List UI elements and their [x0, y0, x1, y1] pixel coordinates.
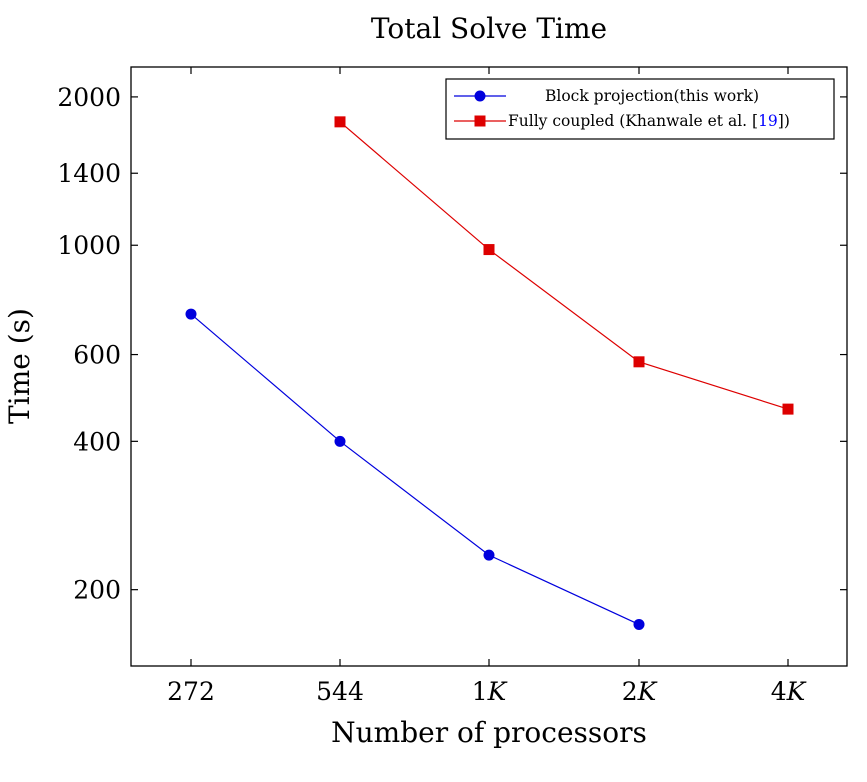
x-axis: 272 544 1K 2K 4K: [167, 67, 807, 706]
legend-label-fully-coupled-prefix: Fully coupled (Khanwale et al. [: [508, 112, 758, 130]
series-layer: [185, 116, 794, 630]
x-tick-label: 544: [316, 677, 364, 706]
legend-box: [445, 78, 835, 140]
plot-area: [130, 66, 848, 667]
series-line-fully-coupled: [339, 121, 789, 410]
chart-title: Total Solve Time: [371, 12, 607, 45]
data-point-fully-coupled: [782, 403, 794, 415]
data-point-fully-coupled: [483, 244, 495, 256]
legend-marker-fully-coupled: [474, 115, 486, 127]
x-tick-label: 2K: [622, 677, 658, 706]
data-point-block-projection: [633, 618, 645, 630]
y-tick-label: 400: [73, 427, 121, 456]
x-tick-label: 4K: [771, 677, 807, 706]
x-tick-label: 1K: [472, 677, 508, 706]
data-point-block-projection: [185, 308, 197, 320]
legend-citation-link[interactable]: 19: [758, 112, 778, 130]
x-axis-label: Number of processors: [331, 716, 647, 749]
y-tick-label: 2000: [57, 83, 121, 112]
legend: Block projection(this work) Fully couple…: [445, 78, 835, 140]
series-line-block-projection: [190, 313, 640, 625]
y-tick-label: 200: [73, 576, 121, 605]
legend-label-block-projection: Block projection(this work): [545, 87, 759, 105]
y-tick-label: 1000: [57, 231, 121, 260]
data-point-fully-coupled: [334, 116, 346, 128]
data-point-block-projection: [334, 435, 346, 447]
x-tick-label: 272: [167, 677, 215, 706]
y-axis-label: Time (s): [3, 308, 36, 424]
legend-label-fully-coupled: Fully coupled (Khanwale et al. [19]): [508, 112, 790, 130]
data-point-block-projection: [483, 549, 495, 561]
y-axis: 200 400 600 1000 1400 2000: [57, 83, 847, 605]
legend-label-fully-coupled-suffix: ]): [778, 112, 790, 130]
y-tick-label: 1400: [57, 159, 121, 188]
legend-marker-block-projection: [474, 90, 486, 102]
data-point-fully-coupled: [633, 356, 645, 368]
y-tick-label: 600: [73, 341, 121, 370]
